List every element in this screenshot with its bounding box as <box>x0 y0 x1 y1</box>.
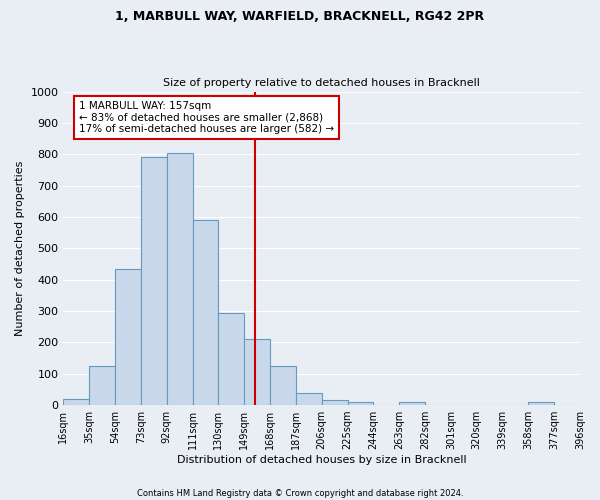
Bar <box>167 152 193 405</box>
Text: 1 MARBULL WAY: 157sqm
← 83% of detached houses are smaller (2,868)
17% of semi-d: 1 MARBULL WAY: 157sqm ← 83% of detached … <box>79 101 334 134</box>
Text: 1, MARBULL WAY, WARFIELD, BRACKNELL, RG42 2PR: 1, MARBULL WAY, WARFIELD, BRACKNELL, RG4… <box>115 10 485 23</box>
Bar <box>193 220 218 405</box>
Bar <box>89 366 115 405</box>
X-axis label: Distribution of detached houses by size in Bracknell: Distribution of detached houses by size … <box>177 455 467 465</box>
Bar <box>347 402 373 405</box>
Bar <box>399 402 425 405</box>
Text: Contains HM Land Registry data © Crown copyright and database right 2024.: Contains HM Land Registry data © Crown c… <box>137 488 463 498</box>
Bar <box>64 399 89 405</box>
Bar <box>141 158 167 405</box>
Bar <box>218 312 244 405</box>
Bar <box>115 268 141 405</box>
Bar <box>322 400 347 405</box>
Bar <box>529 402 554 405</box>
Bar <box>244 339 270 405</box>
Bar <box>270 366 296 405</box>
Bar <box>296 392 322 405</box>
Y-axis label: Number of detached properties: Number of detached properties <box>15 160 25 336</box>
Title: Size of property relative to detached houses in Bracknell: Size of property relative to detached ho… <box>163 78 480 88</box>
